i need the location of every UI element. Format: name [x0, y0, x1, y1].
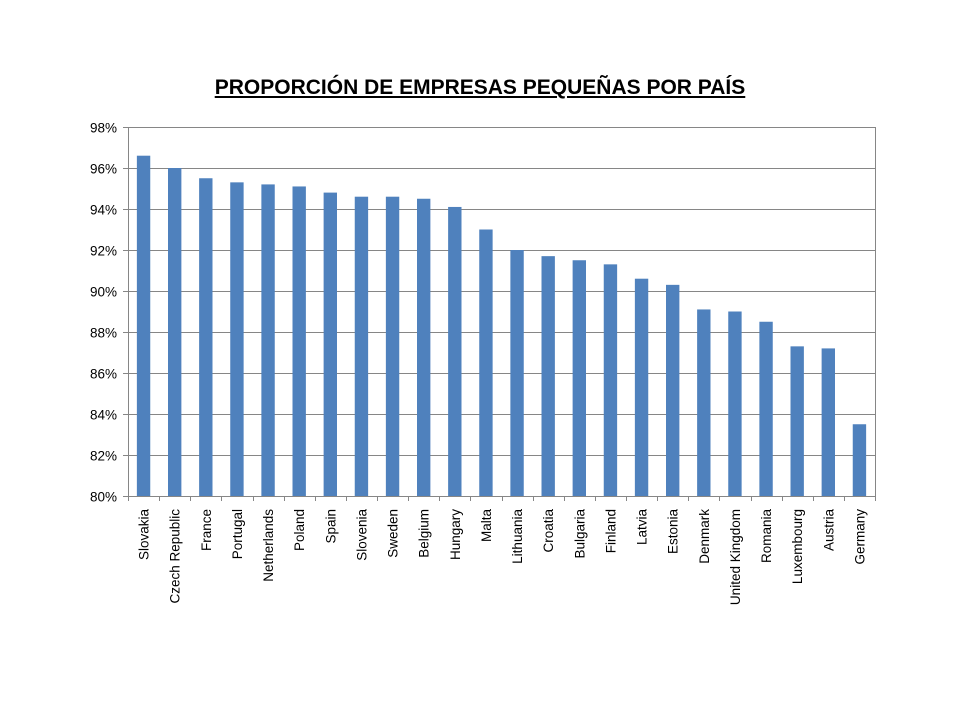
axes: [123, 127, 876, 501]
x-tick-label: Estonia: [666, 509, 681, 555]
bar-austria: [821, 348, 835, 496]
x-tick-label: Portugal: [230, 509, 245, 559]
bar-czech-republic: [168, 168, 182, 496]
bar-estonia: [666, 284, 680, 496]
y-tick-label: 84%: [90, 408, 117, 423]
bar-germany: [852, 424, 867, 496]
bar-denmark: [697, 309, 711, 496]
x-tick-label: Czech Republic: [168, 509, 183, 604]
x-tick-labels: Slovakia Czech Republic France Portugal Neth…: [137, 509, 868, 606]
y-tick-label: 88%: [90, 326, 117, 341]
bar-luxembourg: [790, 346, 804, 496]
bar-netherlands: [261, 184, 275, 496]
x-tick-label: Netherlands: [261, 509, 276, 582]
x-tick-label: Latvia: [635, 509, 650, 546]
bar-croatia: [541, 256, 555, 496]
x-tick-label: Austria: [821, 509, 836, 552]
y-tick-label: 94%: [90, 203, 117, 218]
x-tick-label: Denmark: [697, 509, 712, 564]
x-tick-label: Slovakia: [137, 509, 152, 561]
x-tick-label: Croatia: [541, 509, 556, 553]
bar-hungary: [448, 206, 462, 496]
x-tick-label: Lithuania: [510, 509, 525, 564]
x-tick-label: Germany: [852, 509, 867, 565]
x-tick-label: Hungary: [448, 509, 463, 560]
x-tick-label: Spain: [323, 509, 338, 544]
x-tick-label: Sweden: [386, 509, 401, 558]
y-tick-label: 92%: [90, 244, 117, 259]
x-tick-label: Romania: [759, 509, 774, 564]
y-tick-label: 96%: [90, 162, 117, 177]
x-tick-label: Malta: [479, 509, 494, 543]
bar-bulgaria: [572, 260, 586, 496]
chart-title: PROPORCIÓN DE EMPRESAS PEQUEÑAS POR PAÍS: [214, 76, 746, 99]
bar-romania: [759, 321, 773, 496]
y-tick-label: 82%: [90, 449, 117, 464]
y-tick-labels: 80% 82% 84% 86% 88% 90% 92% 94% 96% 98%: [90, 121, 117, 505]
y-tick-label: 86%: [90, 367, 117, 382]
bar-united-kingdom: [728, 311, 742, 496]
x-tick-label: Poland: [292, 509, 307, 551]
bar-finland: [603, 264, 618, 496]
y-tick-label: 98%: [90, 121, 117, 136]
bar-slovakia: [136, 155, 151, 496]
x-tick-label: United Kingdom: [728, 509, 743, 605]
bar-lithuania: [510, 250, 524, 496]
y-tick-label: 80%: [90, 490, 117, 505]
bar-spain: [323, 192, 337, 496]
y-tick-label: 90%: [90, 285, 117, 300]
x-tick-label: Finland: [603, 509, 618, 553]
bar-sweden: [385, 196, 400, 496]
x-tick-label: Belgium: [417, 509, 432, 558]
bar-malta: [479, 229, 493, 496]
x-tick-label: France: [199, 509, 214, 551]
bar-portugal: [230, 182, 244, 496]
bar-poland: [292, 186, 306, 496]
bar-latvia: [634, 278, 649, 496]
x-tick-label: Slovenia: [354, 509, 369, 561]
bar-slovenia: [354, 196, 369, 496]
bars: [136, 155, 867, 496]
x-tick-label: Bulgaria: [572, 509, 587, 559]
bar-france: [199, 178, 213, 496]
bar-belgium: [417, 198, 431, 496]
x-tick-label: Luxembourg: [790, 509, 805, 584]
